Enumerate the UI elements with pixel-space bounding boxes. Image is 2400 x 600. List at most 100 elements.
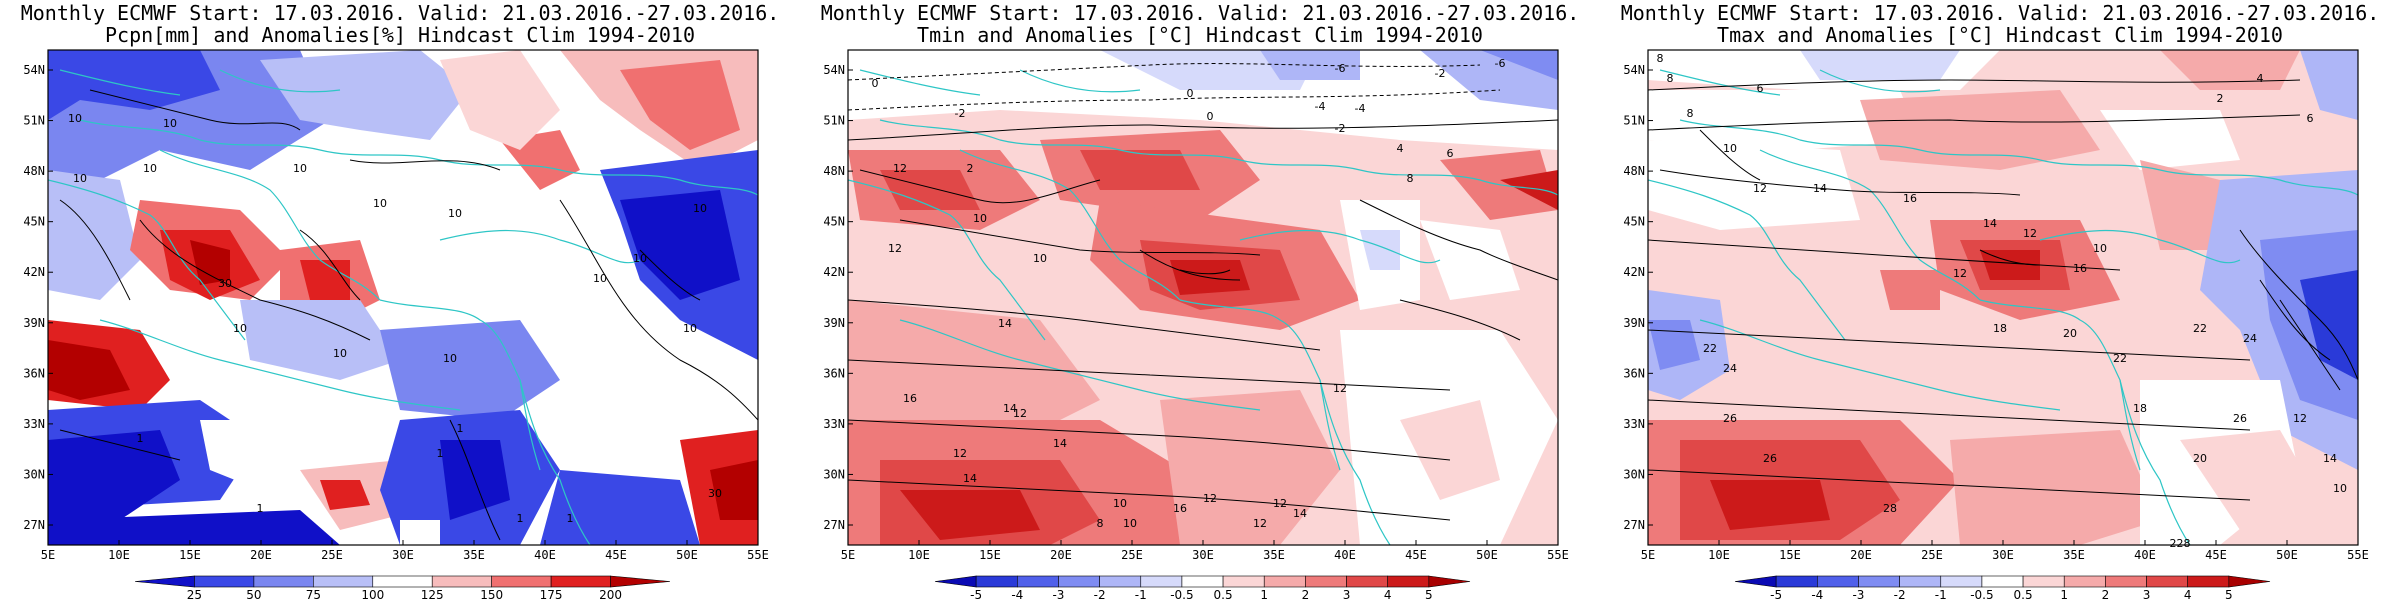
contour-label: 6 [1447,147,1454,160]
colorbar-swatch [1817,575,1859,588]
colorbar-label: 5 [1425,588,1433,600]
contour-label: 6 [2307,112,2314,125]
colorbar-label: 125 [421,588,444,600]
lon-label: 45E [1405,548,1427,562]
lon-label: 40E [1334,548,1356,562]
lat-label: 30N [823,467,845,481]
lon-label: 5E [41,548,55,562]
colorbar-swatch [975,575,1018,588]
colorbar-label: 100 [361,588,384,600]
lat-label: 45N [23,215,45,229]
contour-label: 12 [1253,517,1267,530]
colorbar-label: 175 [540,588,563,600]
contour-label: -2 [955,107,966,120]
contour-label: 12 [2023,227,2037,240]
contour-label: 10 [1123,517,1137,530]
panel-title-line1: Monthly ECMWF Start: 17.03.2016. Valid: … [820,1,1580,25]
lat-label: 39N [823,316,845,330]
contour-label: -2 [1335,122,1346,135]
colorbar-label: 4 [1384,588,1392,600]
contour-label: 0 [1187,87,1194,100]
contour-label: 24 [2243,332,2257,345]
contour-label: 14 [1003,402,1017,415]
coastline-layer [848,69,1558,545]
lon-label: 50E [1476,548,1498,562]
colorbar-swatch [491,575,552,588]
lat-label: 27N [23,518,45,532]
contour-label: 4 [2257,72,2264,85]
contour-label: 10 [333,347,347,360]
contour-label: 16 [1173,502,1187,515]
panel-title-line2: Pcpn[mm] and Anomalies[%] Hindcast Clim … [104,23,695,47]
colorbar-label: -3 [1852,588,1864,600]
lon-label: 40E [2134,548,2156,562]
lon-label: 55E [1547,548,1569,562]
lon-label: 10E [1708,548,1730,562]
contour-label: 10 [2333,482,2347,495]
lon-label: 25E [321,548,343,562]
contour-layer [59,89,758,541]
contour-label: 16 [903,392,917,405]
tmin-map: -6 -6-20-200-4 -4-224 681210101214161412141… [823,49,1569,600]
lon-label: 5E [841,548,855,562]
lon-label: 55E [747,548,769,562]
contour-label: 12 [1953,267,1967,280]
lat-label: 45N [1623,215,1645,229]
panel-title-line1: Monthly ECMWF Start: 17.03.2016. Valid: … [1620,1,2380,25]
contour-label: 12 [893,162,907,175]
contour-label: 1 [437,447,444,460]
lat-label: 42N [1623,265,1645,279]
colorbar-swatch [1775,575,1818,588]
contour-label: 10 [373,197,387,210]
contour-label: 8 [1097,517,1104,530]
contour-label: 10 [233,322,247,335]
lon-label: 15E [179,548,201,562]
contour-label: 22 [2193,322,2207,335]
colorbar-swatch [1346,575,1388,588]
colorbar-swatch [2105,575,2147,588]
colorbar-label: 0.5 [1214,588,1233,600]
contour-label: 14 [963,472,977,485]
contour-label: 10 [163,117,177,130]
lon-label: 20E [1850,548,1872,562]
colorbar-swatch [1858,575,1900,588]
contour-label: -4 [1315,100,1326,113]
lat-label: 42N [23,265,45,279]
colorbar-label: 0.5 [2014,588,2033,600]
contour-label: 14 [1053,437,1067,450]
contour-label: -2 [1435,67,1446,80]
axis-ticks: 54N 51N 48N 45N 42N 39N 36N 33N 30N 27N 5E 10E 15E 20… [1623,63,2369,562]
contour-label: 20 [2193,452,2207,465]
lon-label: 45E [605,548,627,562]
colorbar-label: 75 [306,588,321,600]
colorbar-label: 2 [1302,588,1310,600]
colorbar-swatch [2146,575,2188,588]
contour-label: -6 [1335,62,1346,75]
lon-label: 5E [1641,548,1655,562]
contour-label: 20 [2063,327,2077,340]
colorbar-swatch [1899,575,1942,588]
colorbar-swatch [1387,575,1430,588]
contour-label: 16 [2073,262,2087,275]
contour-label: 12 [1013,407,1027,420]
colorbar-label: -4 [1811,588,1823,600]
contour-label: 18 [1993,322,2007,335]
lat-label: 27N [823,518,845,532]
anomaly-field [48,50,758,545]
lon-label: 30E [392,548,414,562]
lon-label: 20E [250,548,272,562]
lat-label: 39N [23,316,45,330]
axis-ticks: 54N 51N 48N 45N 42N 39N 36N 33N 30N 27N 5E 10E 15E 20… [23,63,769,562]
contour-label: 2 [967,162,974,175]
colorbar-label: 25 [187,588,202,600]
contour-label: 12 [1753,182,1767,195]
contour-label: 10 [1033,252,1047,265]
colorbar-swatch [1305,575,1347,588]
contour-label: 16 [1903,192,1917,205]
contour-label: 30 [218,277,232,290]
lat-label: 51N [1623,114,1645,128]
contour-label: 8 [1407,172,1414,185]
